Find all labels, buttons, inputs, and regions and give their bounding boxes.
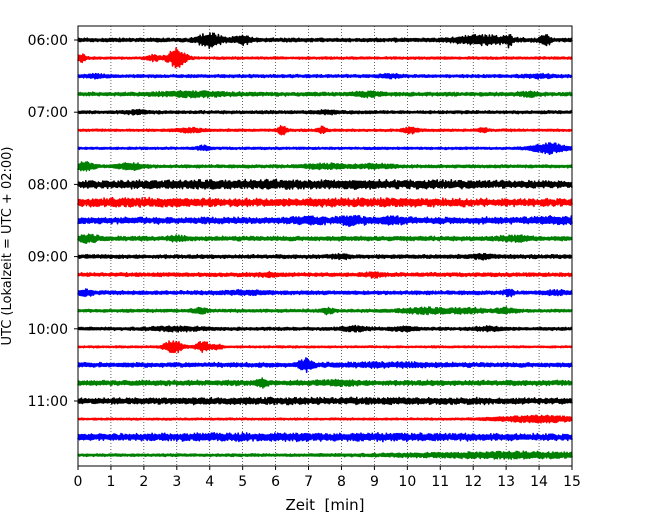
trace-0715 xyxy=(77,124,573,136)
trace-0800 xyxy=(77,178,573,191)
x-tick-label-2: 2 xyxy=(139,474,148,490)
trace-0915 xyxy=(77,270,573,279)
y-axis-label: UTC (Lokalzeit = UTC + 02:00) xyxy=(0,147,15,346)
x-tick-label-12: 12 xyxy=(464,474,482,490)
x-tick-label-11: 11 xyxy=(431,474,449,490)
x-tick-label-5: 5 xyxy=(238,474,247,490)
x-tick-label-0: 0 xyxy=(74,474,83,490)
vertical-gridlines xyxy=(110,26,540,466)
y-tick-label-11:00: 11:00 xyxy=(28,394,68,410)
seismogram-traces xyxy=(77,32,573,460)
trace-0700 xyxy=(77,108,573,116)
trace-0630 xyxy=(77,72,573,80)
trace-0830 xyxy=(77,214,573,228)
y-tick-label-09:00: 09:00 xyxy=(28,250,68,266)
trace-1100 xyxy=(77,396,573,406)
x-axis-ticks: 0 1 2 3 4 5 6 7 8 9 10 11 12 13 14 15 xyxy=(74,466,581,490)
trace-0900 xyxy=(77,252,573,261)
trace-0815 xyxy=(77,196,573,208)
plot-frame xyxy=(77,25,573,467)
trace-1045 xyxy=(77,377,573,389)
y-tick-label-10:00: 10:00 xyxy=(28,322,68,338)
x-tick-label-15: 15 xyxy=(563,474,581,490)
trace-1015 xyxy=(77,340,573,354)
x-tick-label-14: 14 xyxy=(530,474,548,490)
x-tick-label-9: 9 xyxy=(370,474,379,490)
trace-1000 xyxy=(77,324,573,333)
trace-1115 xyxy=(77,414,573,424)
x-tick-label-1: 1 xyxy=(106,474,115,490)
trace-1145 xyxy=(77,450,573,460)
y-axis-ticks: 06:00 07:00 08:00 09:00 10:00 11:00 xyxy=(28,33,78,410)
y-tick-label-07:00: 07:00 xyxy=(28,105,68,121)
x-tick-label-4: 4 xyxy=(205,474,214,490)
x-axis-label: Zeit [min] xyxy=(285,496,364,514)
y-tick-label-06:00: 06:00 xyxy=(28,33,68,49)
trace-0600 xyxy=(77,32,573,50)
x-tick-label-6: 6 xyxy=(271,474,280,490)
trace-1030 xyxy=(77,357,573,373)
trace-0645 xyxy=(77,90,573,99)
trace-0845 xyxy=(77,233,573,245)
trace-0615 xyxy=(77,47,573,69)
trace-0745 xyxy=(77,161,573,172)
x-tick-label-3: 3 xyxy=(172,474,181,490)
trace-0930 xyxy=(77,288,573,298)
x-tick-label-13: 13 xyxy=(497,474,515,490)
x-tick-label-10: 10 xyxy=(398,474,416,490)
x-tick-label-8: 8 xyxy=(337,474,346,490)
y-tick-label-08:00: 08:00 xyxy=(28,177,68,193)
trace-0730 xyxy=(77,142,573,156)
trace-0945 xyxy=(77,306,573,316)
x-tick-label-7: 7 xyxy=(304,474,313,490)
trace-1130 xyxy=(77,431,573,443)
